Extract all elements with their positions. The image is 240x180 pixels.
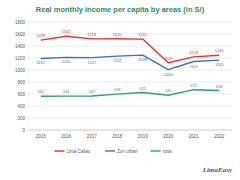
data-label: 567 bbox=[88, 89, 95, 94]
series-line bbox=[41, 90, 220, 97]
x-tick-label: 2020 bbox=[163, 134, 174, 139]
legend-label: Lima Callao bbox=[67, 149, 91, 154]
grid-line bbox=[28, 22, 232, 23]
legend-label: Zon urban bbox=[117, 149, 138, 154]
data-label: 625 bbox=[139, 86, 146, 91]
grid-line bbox=[28, 70, 232, 71]
data-label: 1192 bbox=[36, 60, 45, 65]
data-label: 580 bbox=[165, 88, 172, 93]
series-line bbox=[41, 55, 220, 70]
data-label: 1120 bbox=[164, 56, 173, 61]
legend-label: rural bbox=[163, 149, 172, 154]
data-label: 1232 bbox=[113, 58, 123, 63]
grid-line bbox=[28, 118, 232, 119]
data-label: 1218 bbox=[189, 50, 199, 55]
data-label: 562 bbox=[37, 89, 44, 94]
x-tick-label: 2022 bbox=[214, 134, 225, 139]
logo: LimaEasy bbox=[202, 166, 233, 174]
data-label: 1207 bbox=[87, 60, 97, 65]
y-tick-label: 0 bbox=[22, 128, 25, 133]
data-label: 1520 bbox=[113, 32, 123, 37]
title: Real monthly income per capita by areas … bbox=[36, 5, 205, 14]
grid-line bbox=[28, 106, 232, 107]
y-tick-label: 1200 bbox=[15, 56, 26, 61]
x-tick-label: 2016 bbox=[61, 134, 72, 139]
x-tick-label: 2017 bbox=[87, 134, 98, 139]
data-label: 1210 bbox=[62, 59, 72, 64]
y-tick-label: 400 bbox=[17, 104, 25, 109]
data-label: 1245 bbox=[215, 48, 225, 53]
y-tick-label: 1000 bbox=[15, 68, 26, 73]
data-label: 564 bbox=[63, 89, 70, 94]
data-label: 598 bbox=[114, 87, 121, 92]
plot-area bbox=[41, 36, 220, 96]
data-label: 1515 bbox=[138, 32, 148, 37]
y-tick-label: 800 bbox=[17, 80, 25, 85]
legend-swatch bbox=[105, 150, 115, 151]
x-tick-label: 2015 bbox=[36, 134, 47, 139]
data-label: 1562 bbox=[62, 29, 72, 34]
x-tick-label: 2021 bbox=[189, 134, 200, 139]
y-tick-label: 200 bbox=[17, 116, 25, 121]
y-tick-label: 1800 bbox=[15, 20, 26, 25]
data-label: 1165 bbox=[215, 62, 224, 67]
grid-line bbox=[28, 130, 232, 131]
data-label: 1248 bbox=[138, 57, 148, 62]
y-tick-label: 1400 bbox=[15, 44, 26, 49]
grid-line bbox=[28, 46, 232, 47]
data-label: 1498 bbox=[36, 33, 46, 38]
legend-swatch bbox=[151, 150, 161, 151]
data-label: 672 bbox=[190, 83, 197, 88]
grid-line bbox=[28, 34, 232, 35]
y-tick-label: 600 bbox=[17, 92, 25, 97]
grid-line bbox=[28, 82, 232, 83]
y-axis-line bbox=[28, 22, 29, 130]
data-label: 658 bbox=[216, 84, 223, 89]
data-label: 1518 bbox=[87, 32, 97, 37]
data-label: 1005 bbox=[164, 72, 174, 77]
data-labels: 1498 1562 1518 1520 1515 1120 1218 1245 1192 1210… bbox=[36, 29, 224, 94]
x-tick-label: 2019 bbox=[138, 134, 149, 139]
legend-swatch bbox=[55, 150, 65, 151]
data-label: 1141 bbox=[189, 64, 198, 69]
x-axis-line bbox=[28, 130, 232, 131]
y-tick-label: 1600 bbox=[15, 32, 26, 37]
x-tick-label: 2018 bbox=[112, 134, 123, 139]
